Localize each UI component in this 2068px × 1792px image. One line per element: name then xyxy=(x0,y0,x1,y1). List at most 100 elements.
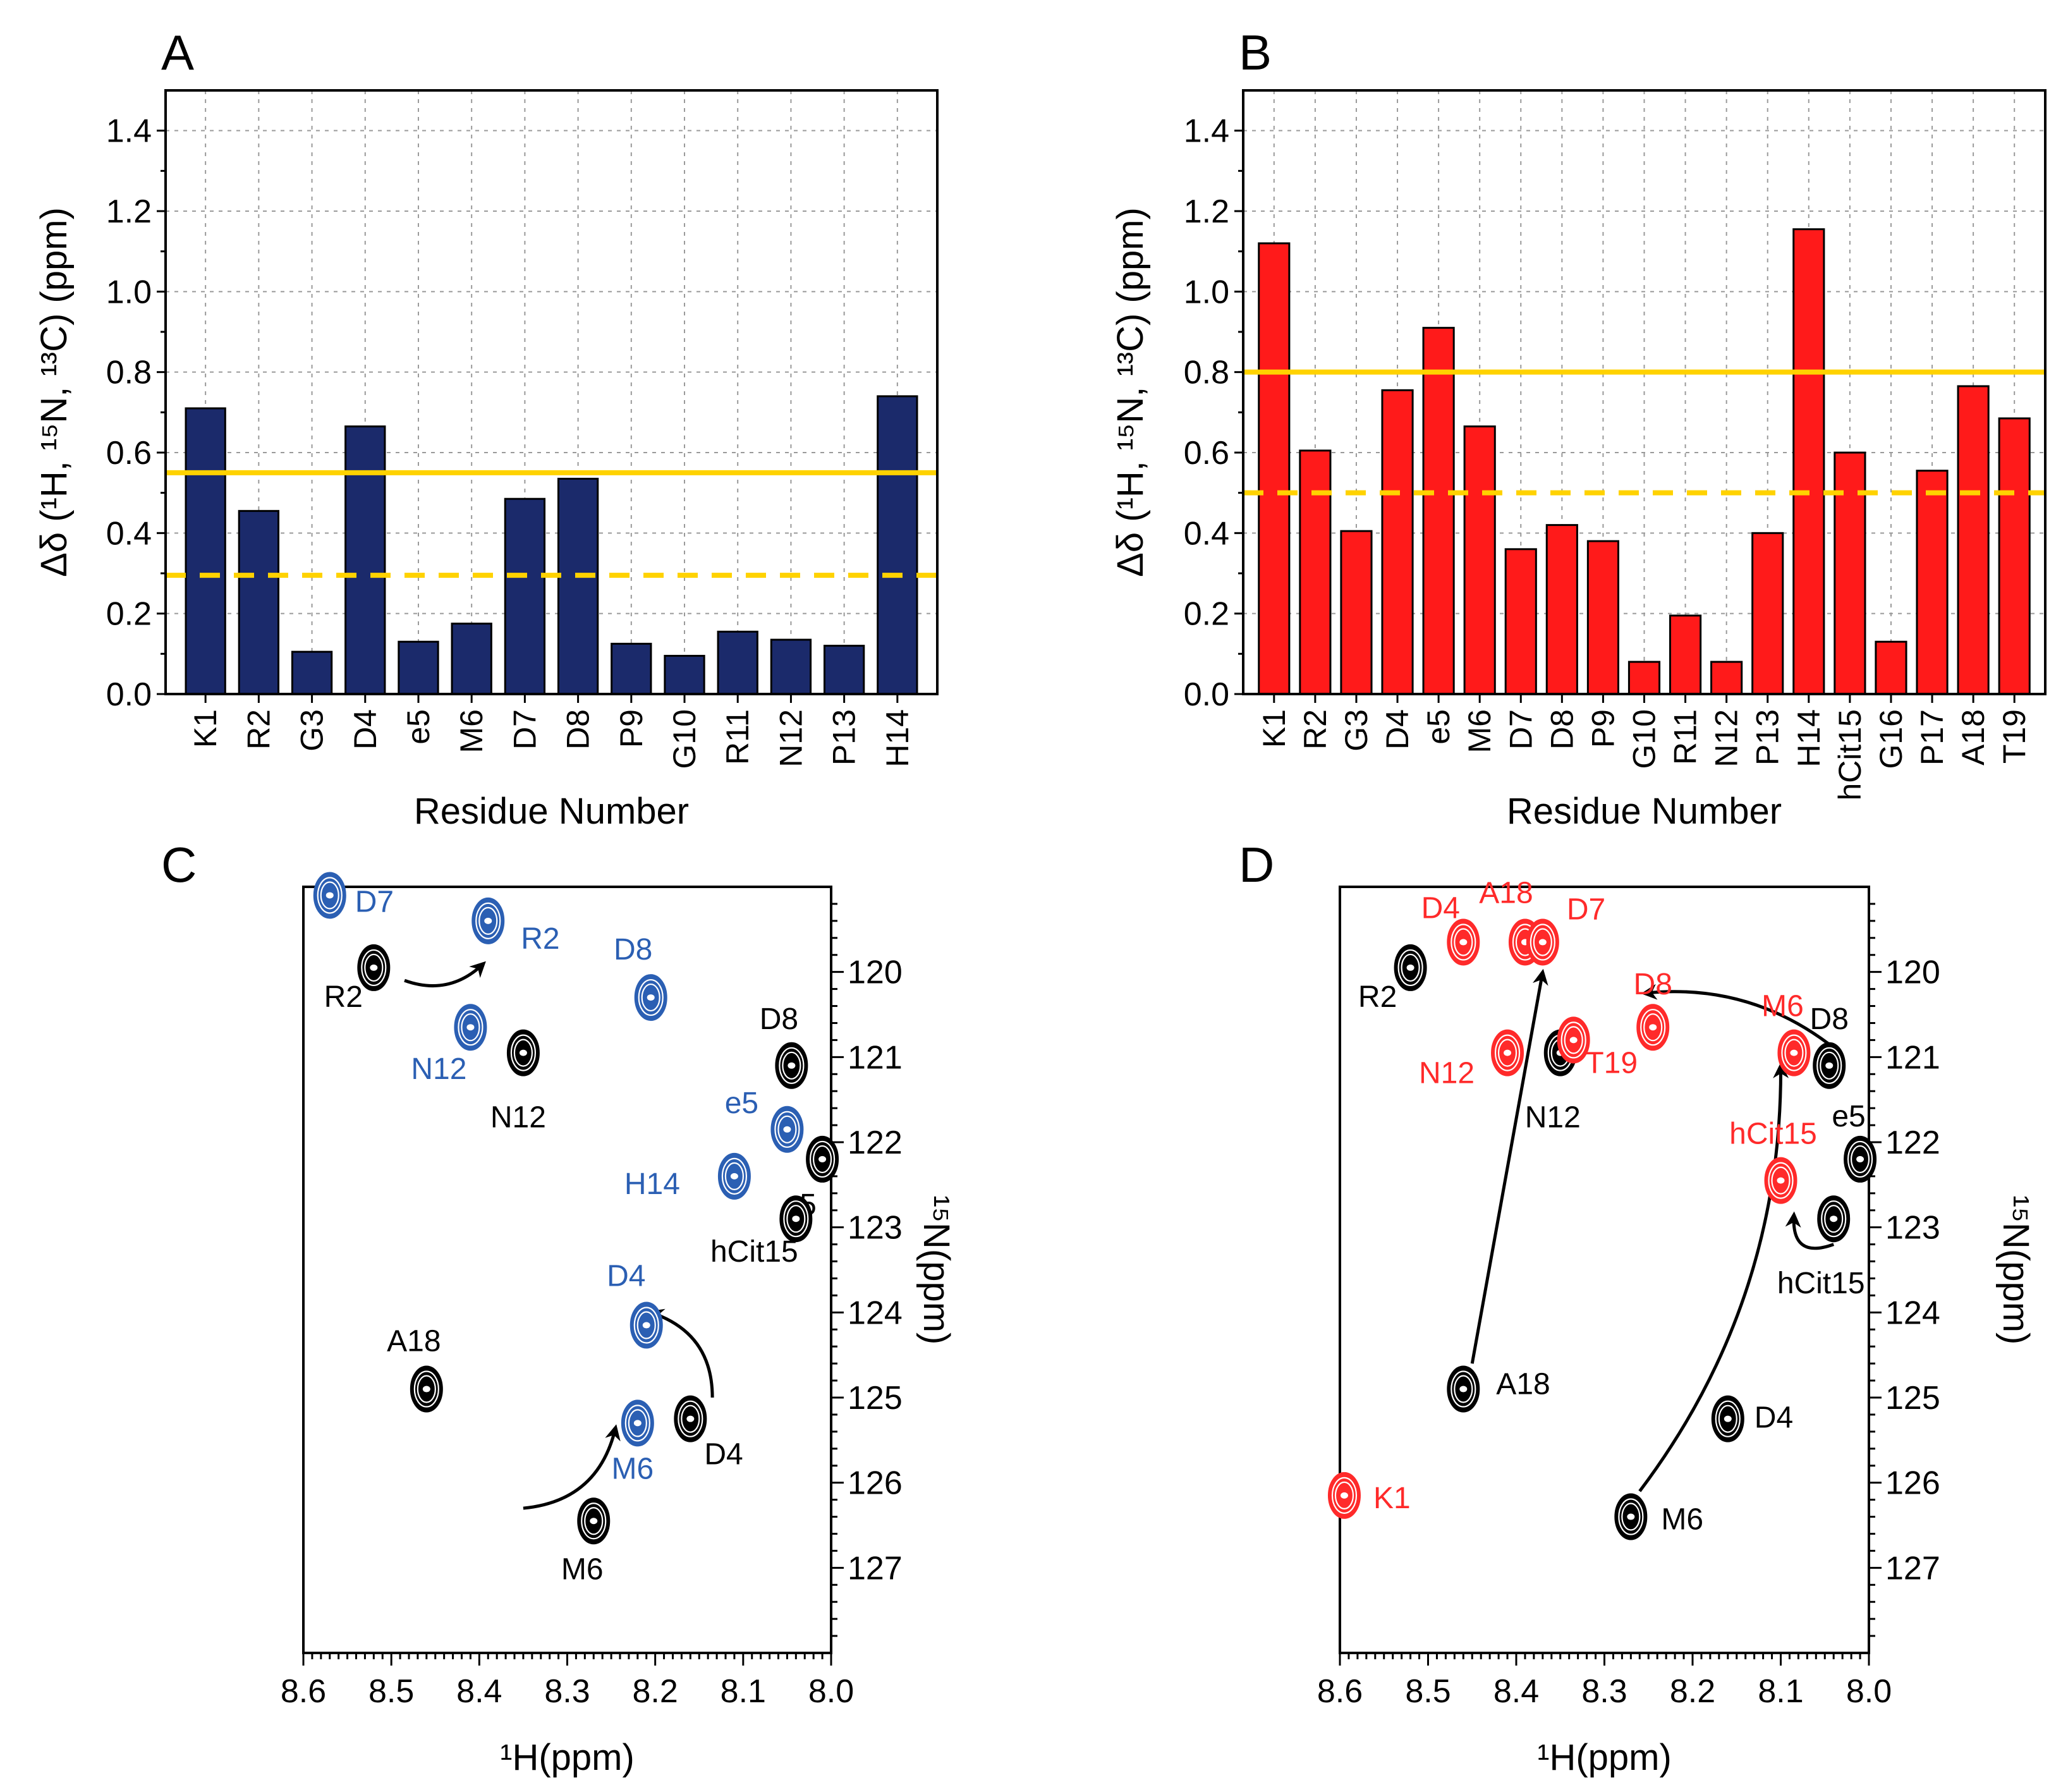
bar xyxy=(1875,640,1907,695)
peak-contour xyxy=(458,1009,484,1046)
peak-center xyxy=(818,1155,827,1162)
peak-contour xyxy=(1621,1502,1641,1531)
x-category-label: D7 xyxy=(507,709,542,750)
peak-center xyxy=(1790,1049,1798,1056)
peak-center xyxy=(1504,1049,1512,1056)
peak-contour xyxy=(1494,1034,1521,1071)
peak-free xyxy=(1817,1195,1851,1243)
x-category-label: e5 xyxy=(401,709,436,745)
x-category-label: R11 xyxy=(1668,709,1703,765)
x-category-label: hCit15 xyxy=(1832,709,1868,801)
x-category-label: M6 xyxy=(454,709,489,753)
peak-center xyxy=(730,1173,738,1179)
peak-contour xyxy=(1454,928,1473,956)
peak-center xyxy=(1538,939,1547,946)
x-tick-label: 8.4 xyxy=(456,1673,502,1710)
y-axis-title: Δδ (¹H, ¹⁵N, ¹³C) (ppm) xyxy=(1110,207,1151,577)
peak-label-free: hCit15 xyxy=(1777,1267,1865,1300)
peak-contour xyxy=(1397,949,1423,987)
peak-center xyxy=(792,1216,800,1222)
x-category-label: D4 xyxy=(1380,709,1415,750)
peak-contour xyxy=(361,949,387,987)
x-category-label: N12 xyxy=(773,709,808,767)
peak-label-free: A18 xyxy=(1496,1368,1550,1401)
peak-contour xyxy=(1768,1162,1794,1199)
peak-center xyxy=(1830,1216,1838,1222)
peak-center xyxy=(788,1062,796,1069)
bar xyxy=(1834,451,1866,695)
peak-free xyxy=(1844,1135,1877,1183)
bar xyxy=(185,407,226,695)
peak-free xyxy=(674,1395,707,1442)
peak-bound xyxy=(1764,1157,1797,1204)
peak-contour xyxy=(1497,1039,1518,1067)
x-category-label: N12 xyxy=(1709,709,1744,767)
peak-label-bound: D7 xyxy=(355,885,394,918)
peak-contour xyxy=(782,1051,801,1080)
y-tick-label: 1.4 xyxy=(1184,113,1229,150)
peak-contour xyxy=(1334,1481,1354,1509)
x-category-label: G3 xyxy=(1339,709,1374,752)
peak-contour xyxy=(320,881,339,910)
peak-contour xyxy=(681,1405,700,1433)
peak-contour xyxy=(633,1307,659,1344)
x-tick-label: 8.5 xyxy=(368,1673,414,1710)
bar xyxy=(611,642,652,695)
peak-label-free: R2 xyxy=(1358,980,1397,1014)
peak-contour xyxy=(1454,1375,1473,1403)
peak-center xyxy=(1825,1062,1834,1069)
plot-frame xyxy=(302,886,832,1654)
y-tick-label: 122 xyxy=(1885,1125,1940,1161)
bar xyxy=(1710,661,1743,695)
peak-center xyxy=(1459,939,1468,946)
peak-bound xyxy=(1327,1472,1361,1519)
panel-label: C xyxy=(161,837,197,893)
shift-arrow xyxy=(523,1424,621,1510)
x-category-label: A18 xyxy=(1955,709,1991,765)
x-category-label: P13 xyxy=(827,709,862,765)
peak-center xyxy=(590,1518,598,1525)
peak-contour xyxy=(478,906,498,935)
x-axis-title: Residue Number xyxy=(1507,791,1782,832)
bar xyxy=(238,509,280,695)
x-category-label: G3 xyxy=(295,709,330,752)
peak-contour xyxy=(1850,1145,1870,1174)
peak-center xyxy=(642,1322,650,1329)
shift-arrow xyxy=(1638,1062,1789,1492)
peak-contour xyxy=(1618,1498,1644,1535)
peak-label-bound: M6 xyxy=(1761,990,1804,1023)
bar xyxy=(823,645,865,695)
peak-label-free: N12 xyxy=(1525,1101,1581,1135)
y-tick-label: 121 xyxy=(1885,1039,1940,1076)
bar xyxy=(1299,449,1332,695)
peak-bound xyxy=(313,872,346,919)
x-tick-label: 8.2 xyxy=(1670,1673,1715,1710)
y-tick-label: 0.0 xyxy=(106,676,152,713)
peak-free xyxy=(1447,1365,1480,1413)
peak-label-free: D8 xyxy=(760,1003,798,1036)
peak-center xyxy=(484,917,492,924)
peak-center xyxy=(1406,964,1414,971)
peak-label-free: D4 xyxy=(1755,1401,1793,1435)
peak-center xyxy=(1724,1415,1732,1422)
peak-bound xyxy=(634,974,667,1021)
peak-contour xyxy=(1533,928,1552,956)
x-tick-label: 8.4 xyxy=(1493,1673,1539,1710)
peak-contour xyxy=(641,983,660,1012)
peak-contour xyxy=(581,1502,607,1540)
peak-center xyxy=(1569,1037,1578,1044)
peak-contour xyxy=(584,1507,604,1535)
peak-center xyxy=(1777,1177,1785,1184)
x-category-label: D7 xyxy=(1503,709,1538,750)
bar xyxy=(1504,548,1537,695)
x-category-label: G10 xyxy=(667,709,702,769)
x-tick-label: 8.3 xyxy=(1581,1673,1627,1710)
y-tick-label: 121 xyxy=(848,1039,903,1076)
peak-bound xyxy=(621,1399,654,1447)
y-tick-label: 120 xyxy=(1885,954,1940,991)
peak-contour xyxy=(1816,1047,1842,1084)
peak-center xyxy=(519,1049,527,1056)
peak-bound xyxy=(1636,1004,1670,1051)
bar xyxy=(1463,425,1496,695)
shift-arrow xyxy=(1470,968,1548,1364)
